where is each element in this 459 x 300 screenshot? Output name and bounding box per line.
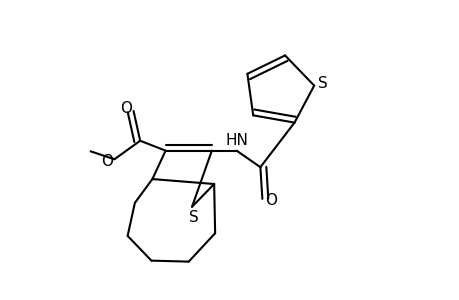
Text: O: O (101, 154, 113, 169)
Text: S: S (317, 76, 327, 91)
Text: O: O (264, 193, 276, 208)
Text: O: O (119, 101, 131, 116)
Text: S: S (189, 210, 198, 225)
Text: HN: HN (224, 133, 247, 148)
